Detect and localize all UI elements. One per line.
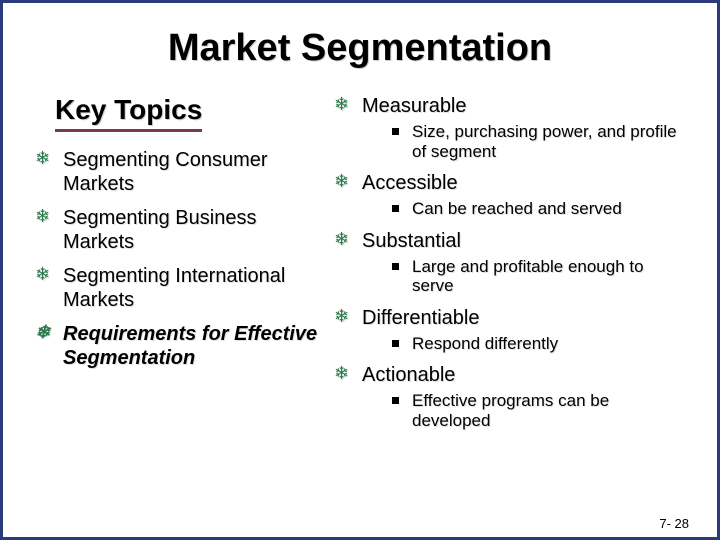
list-item: Actionable Effective programs can be dev…	[334, 363, 685, 430]
list-item: Requirements for Effective Segmentation	[35, 322, 322, 370]
criterion-label: Differentiable	[362, 307, 479, 329]
key-topics-header: Key Topics	[55, 94, 202, 132]
sub-list: Respond differently	[362, 334, 685, 354]
sub-item: Large and profitable enough to serve	[390, 257, 685, 296]
list-item: Segmenting Business Markets	[35, 206, 322, 254]
sub-item: Can be reached and served	[390, 199, 685, 219]
left-column: Key Topics Segmenting Consumer Markets S…	[35, 94, 334, 490]
page-number: 7- 28	[659, 516, 689, 531]
slide-title: Market Segmentation	[3, 27, 717, 70]
criterion-label: Substantial	[362, 230, 461, 252]
sub-item: Effective programs can be developed	[390, 391, 685, 430]
sub-list: Size, purchasing power, and profile of s…	[362, 122, 685, 161]
sub-list: Large and profitable enough to serve	[362, 257, 685, 296]
criterion-label: Actionable	[362, 364, 455, 386]
sub-list: Can be reached and served	[362, 199, 685, 219]
slide: Market Segmentation Key Topics Segmentin…	[0, 0, 720, 540]
sub-item: Respond differently	[390, 334, 685, 354]
list-item: Measurable Size, purchasing power, and p…	[334, 94, 685, 161]
right-column: Measurable Size, purchasing power, and p…	[334, 94, 685, 490]
criterion-label: Measurable	[362, 95, 467, 117]
criteria-list: Measurable Size, purchasing power, and p…	[334, 94, 685, 430]
criterion-label: Accessible	[362, 172, 458, 194]
sub-list: Effective programs can be developed	[362, 391, 685, 430]
list-item: Accessible Can be reached and served	[334, 171, 685, 219]
list-item: Substantial Large and profitable enough …	[334, 229, 685, 296]
list-item: Segmenting Consumer Markets	[35, 148, 322, 196]
sub-item: Size, purchasing power, and profile of s…	[390, 122, 685, 161]
key-topics-list: Segmenting Consumer Markets Segmenting B…	[35, 148, 322, 370]
list-item: Segmenting International Markets	[35, 264, 322, 312]
list-item: Differentiable Respond differently	[334, 306, 685, 354]
content-area: Key Topics Segmenting Consumer Markets S…	[3, 70, 717, 490]
